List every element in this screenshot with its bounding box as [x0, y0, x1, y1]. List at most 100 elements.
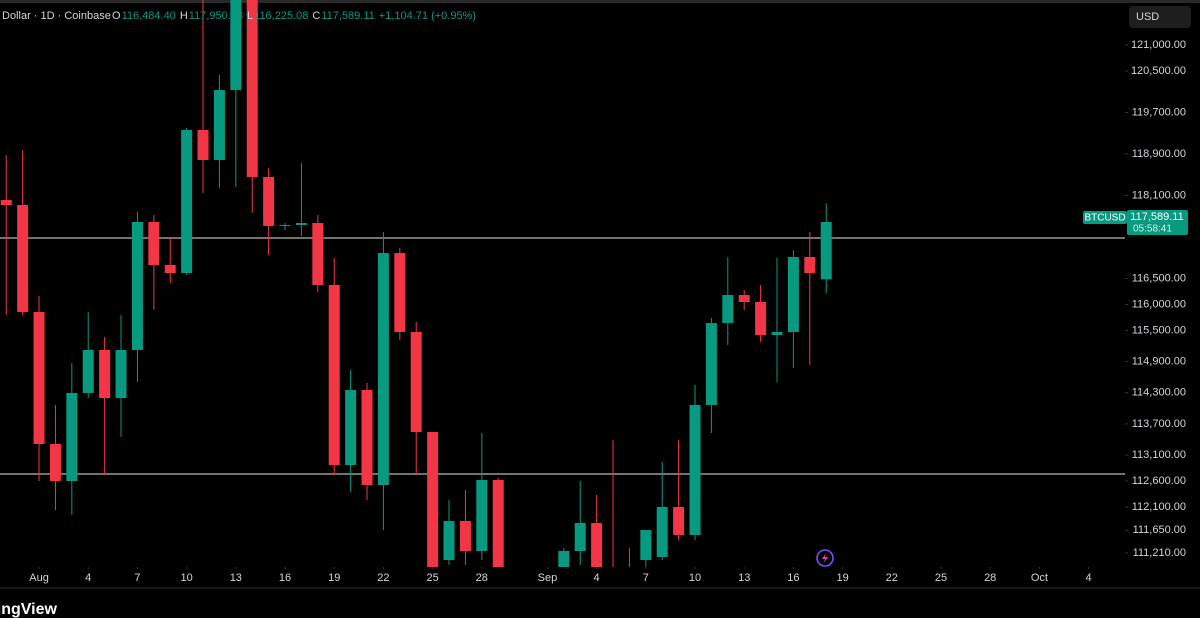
- countdown: 05:58:41: [1133, 224, 1172, 235]
- top-border: [0, 0, 1200, 3]
- candle-body: [427, 432, 439, 567]
- x-tick-label: 10: [181, 572, 193, 584]
- candle-body: [640, 529, 652, 560]
- last-price: 117,589.11: [1130, 211, 1183, 223]
- candle: [82, 311, 94, 399]
- candle-body: [656, 507, 668, 557]
- ohlc-value: 117,589.11: [321, 10, 374, 22]
- candle-body: [443, 520, 455, 560]
- y-tick-label: 113,100.00: [1132, 449, 1186, 461]
- y-tick-label: 121,000.00: [1131, 39, 1186, 51]
- y-tick-label: 115,500.00: [1132, 324, 1186, 336]
- candle: [656, 462, 668, 560]
- candle: [755, 284, 767, 343]
- candle: [689, 384, 701, 541]
- candle: [738, 289, 750, 310]
- currency-button[interactable]: [1129, 6, 1191, 28]
- change: +1,104.71 (+0.95%): [379, 10, 476, 22]
- candle-body: [213, 89, 225, 161]
- candle: [164, 238, 176, 284]
- x-tick-label: 16: [279, 572, 291, 584]
- candle-body: [148, 221, 160, 265]
- x-tick-label: 13: [738, 572, 750, 584]
- candle-body: [574, 522, 586, 552]
- candle: [492, 477, 504, 567]
- x-tick-label: 7: [134, 572, 140, 584]
- ohlc-value: 116,225.08: [254, 10, 308, 22]
- x-tick-label: Oct: [1031, 572, 1048, 584]
- candle-body: [804, 257, 816, 273]
- candle: [705, 317, 717, 433]
- candle-body: [345, 389, 357, 466]
- x-tick-label: Sep: [538, 572, 558, 584]
- candle: [612, 440, 614, 567]
- x-tick-label: 22: [886, 572, 898, 584]
- candle: [476, 432, 488, 560]
- ohlc-key: O: [112, 10, 121, 22]
- x-tick-label: 4: [594, 572, 600, 584]
- candle-body: [328, 284, 340, 466]
- x-tick-label: 4: [85, 572, 91, 584]
- candle-body: [181, 130, 193, 273]
- candle-body: [164, 264, 176, 273]
- candle: [246, 0, 258, 213]
- candle-body: [115, 350, 127, 399]
- x-tick-label: 16: [787, 572, 799, 584]
- x-tick-label: 4: [1086, 572, 1092, 584]
- ohlc-value: 116,484.40: [122, 10, 176, 22]
- candle-body: [591, 522, 603, 567]
- candle-body: [263, 176, 275, 226]
- currency-label[interactable]: USD: [1136, 11, 1159, 23]
- x-tick-label: 19: [328, 572, 340, 584]
- candle-body: [377, 253, 389, 485]
- candle: [443, 499, 455, 566]
- candle-body: [787, 257, 799, 332]
- symbol-info: Dollar · 1D · Coinbase: [2, 10, 111, 22]
- candle: [263, 167, 275, 256]
- candle-body: [33, 311, 45, 444]
- lightning-icon: [816, 549, 834, 567]
- ohlc-key: L: [247, 10, 253, 22]
- candle-body: [279, 224, 291, 226]
- candle: [0, 155, 12, 316]
- candle: [361, 382, 373, 500]
- candle: [197, 0, 209, 194]
- candle-body: [722, 294, 734, 324]
- candle-body: [755, 302, 767, 336]
- candle: [722, 257, 734, 345]
- candle: [115, 315, 127, 437]
- x-tick-label: 28: [476, 572, 488, 584]
- candle: [213, 74, 225, 188]
- candle-body: [230, 0, 242, 90]
- candle: [820, 203, 832, 293]
- candle: [33, 295, 45, 482]
- candle: [771, 257, 783, 382]
- candle: [230, 0, 242, 187]
- candle: [673, 440, 685, 541]
- candle-body: [66, 392, 78, 482]
- candle-body: [476, 480, 488, 552]
- candle-body: [689, 404, 701, 535]
- ohlc-value: 117,950.68: [189, 10, 243, 22]
- y-tick-label: 120,500.00: [1131, 65, 1186, 77]
- candle: [312, 215, 324, 292]
- candle-body: [705, 323, 717, 405]
- candle: [804, 232, 816, 366]
- candle-body: [99, 350, 111, 399]
- candle-body: [738, 294, 750, 303]
- candle: [574, 481, 586, 566]
- candle-body: [17, 205, 29, 312]
- candle-body: [771, 331, 783, 336]
- candle-body: [197, 130, 209, 161]
- candle-body: [312, 223, 324, 285]
- y-tick-label: 119,700.00: [1132, 106, 1186, 118]
- candle: [131, 212, 143, 382]
- candle: [459, 489, 471, 566]
- y-tick-label: 111,650.00: [1133, 524, 1186, 536]
- candle-body: [492, 480, 504, 567]
- candle: [787, 249, 799, 369]
- candle-body: [410, 331, 422, 433]
- ohlc-key: C: [312, 10, 320, 22]
